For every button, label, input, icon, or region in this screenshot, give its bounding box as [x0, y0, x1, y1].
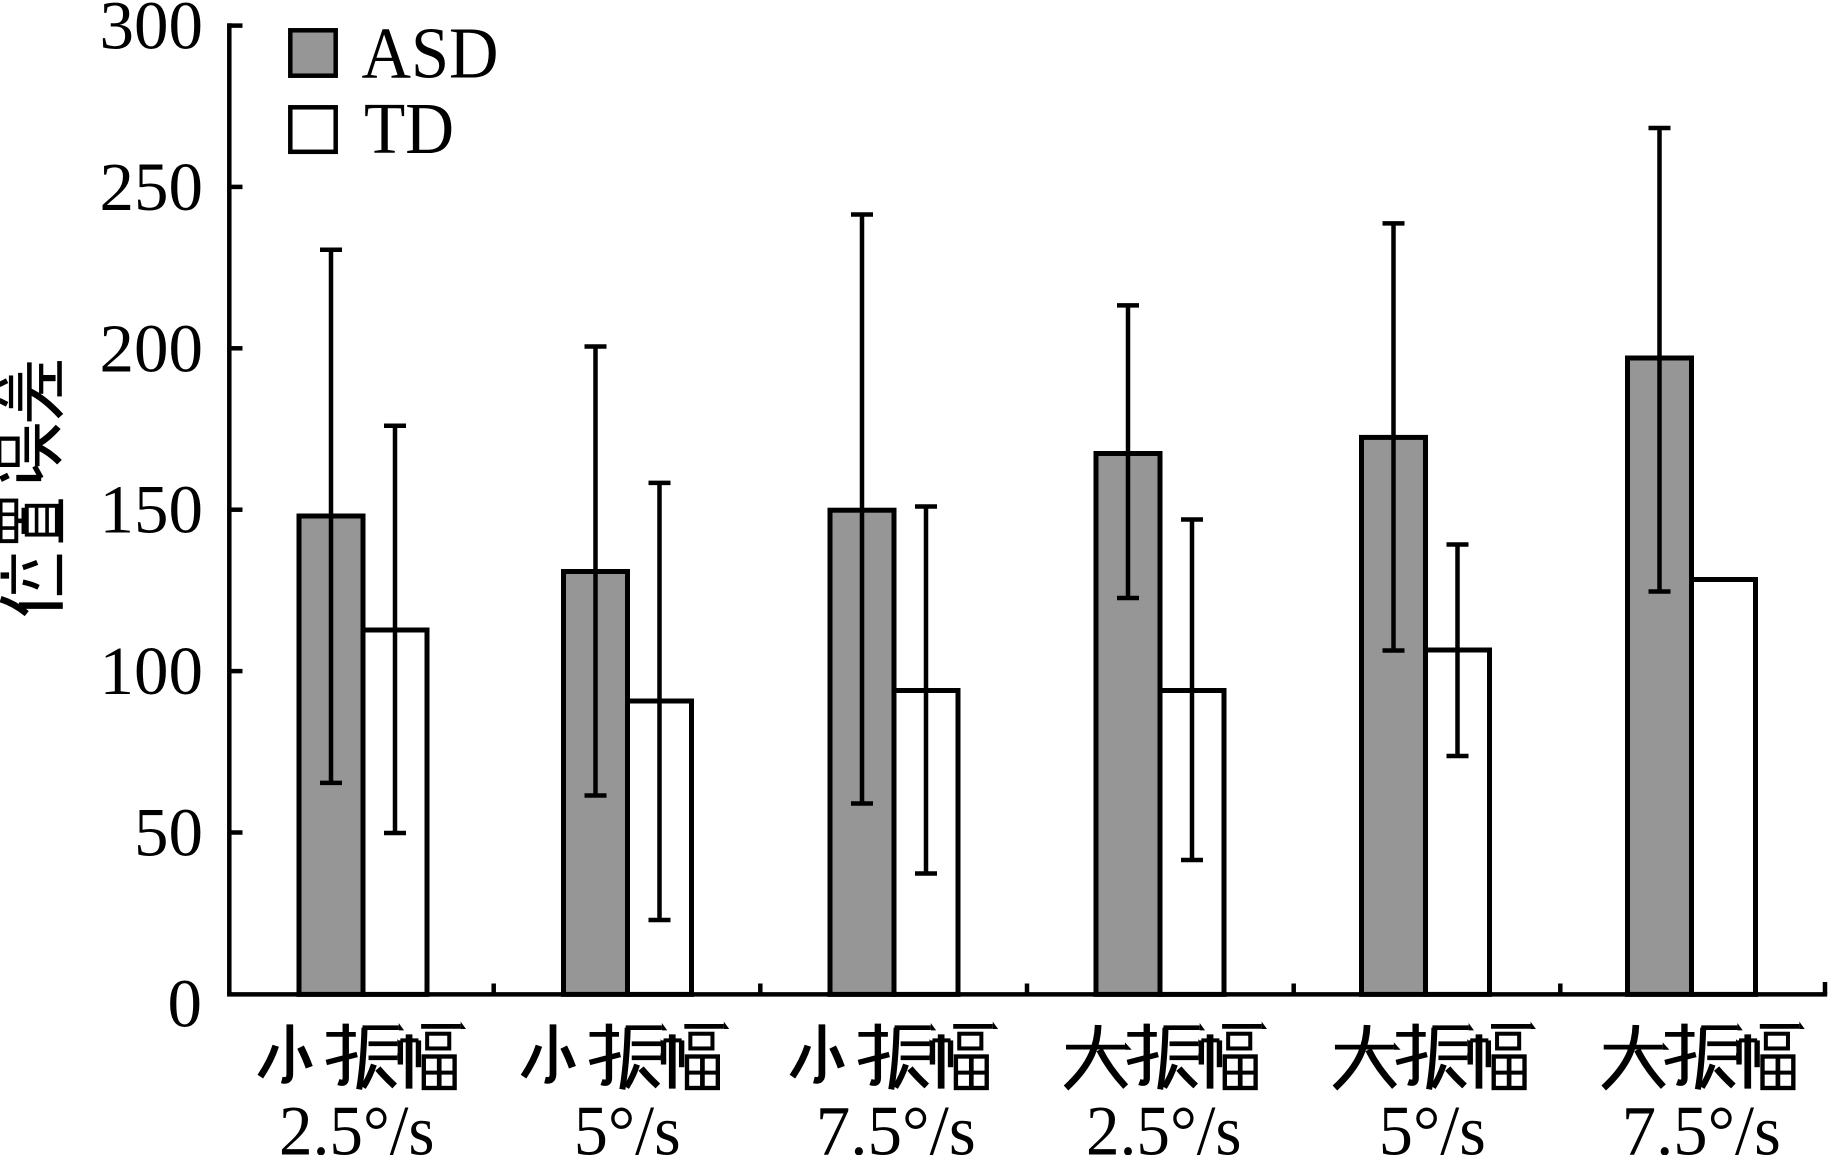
svg-text:2.5°/s: 2.5°/s	[1086, 1093, 1242, 1156]
svg-text:250: 250	[100, 149, 204, 225]
svg-text:0: 0	[168, 965, 203, 1041]
svg-text:7.5°/s: 7.5°/s	[1622, 1093, 1781, 1156]
svg-text:150: 150	[100, 472, 204, 548]
svg-text:300: 300	[100, 0, 204, 64]
svg-text:7.5°/s: 7.5°/s	[816, 1093, 976, 1156]
svg-text:5°/s: 5°/s	[574, 1093, 681, 1156]
svg-text:TD: TD	[364, 88, 454, 169]
svg-text:2.5°/s: 2.5°/s	[279, 1093, 435, 1156]
svg-text:50: 50	[134, 795, 203, 871]
svg-text:ASD: ASD	[362, 13, 499, 94]
svg-text:200: 200	[100, 310, 204, 386]
svg-text:100: 100	[100, 633, 204, 709]
svg-text:5°/s: 5°/s	[1379, 1093, 1486, 1156]
